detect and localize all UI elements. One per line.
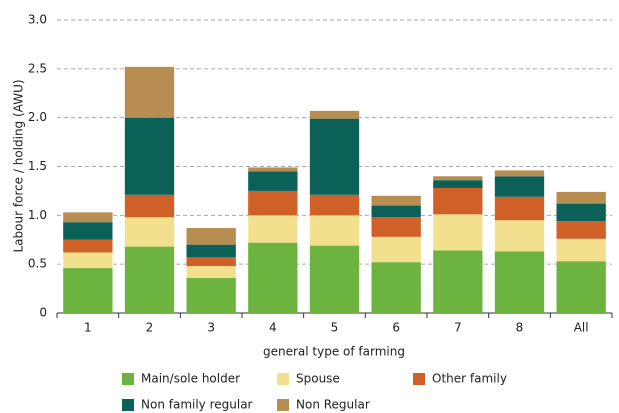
bar-segment [371, 217, 421, 237]
bar-segment [309, 194, 360, 216]
bar-segment [494, 251, 545, 313]
bar-segment [433, 187, 483, 215]
x-axis-label: general type of farming [263, 345, 405, 359]
bar-segment [433, 180, 483, 188]
bar-segment [556, 238, 606, 262]
legend-label: Non family regular [141, 398, 253, 412]
bar-segment [556, 191, 606, 204]
x-tick-label: 3 [207, 321, 215, 335]
y-tick-label: 1.5 [28, 159, 47, 173]
bar-segment [309, 245, 360, 313]
bar-segment [248, 167, 298, 172]
legend-swatch [122, 373, 134, 385]
x-tick-label: 6 [392, 321, 400, 335]
bar-segment [371, 195, 421, 206]
legend-label: Main/sole holder [141, 372, 240, 386]
bar-segment [494, 176, 545, 197]
x-tick-label: 8 [516, 321, 524, 335]
y-tick-label: 3.0 [28, 13, 47, 27]
x-tick-label: 7 [454, 321, 462, 335]
bar-segment [248, 215, 298, 243]
y-tick-label: 0 [39, 306, 47, 320]
bar-segment [124, 194, 175, 218]
bar-segment [124, 246, 175, 313]
bar-segment [63, 239, 113, 253]
bar-segment [63, 268, 113, 313]
bar-segment [556, 261, 606, 313]
bar-segment [248, 190, 298, 216]
legend-swatch [277, 373, 289, 385]
bar-segment [556, 221, 606, 239]
bar-segment [494, 196, 545, 221]
bar-segment [556, 203, 606, 222]
bar-segment [124, 66, 175, 118]
legend-swatch [122, 399, 134, 411]
x-tick-label: 4 [269, 321, 277, 335]
bar-segment [309, 118, 360, 195]
legend-label: Other family [432, 372, 507, 386]
x-tick-label: 5 [331, 321, 339, 335]
y-tick-label: 0.5 [28, 257, 47, 271]
bar-segment [63, 252, 113, 269]
legend-swatch [277, 399, 289, 411]
x-tick-label: All [574, 321, 589, 335]
bar-segment [371, 205, 421, 218]
bar-segment [248, 171, 298, 191]
bar-segment [494, 220, 545, 252]
bar-segment [63, 212, 113, 223]
y-axis-label: Labour force / holding (AWU) [12, 79, 26, 252]
bar-segment [63, 222, 113, 240]
bar-segment [186, 277, 236, 313]
legend-swatch [413, 373, 425, 385]
bar-segment [186, 228, 236, 245]
x-tick-label: 1 [84, 321, 92, 335]
bar-segment [494, 170, 545, 177]
bar-segment [186, 266, 236, 278]
y-tick-label: 2.0 [28, 110, 47, 124]
bar-segment [186, 257, 236, 267]
bar-segment [186, 244, 236, 258]
bar-segment [371, 236, 421, 263]
bar-segment [433, 214, 483, 251]
bar-segment [124, 117, 175, 195]
bar-segment [248, 242, 298, 313]
bar-segment [433, 176, 483, 181]
bar-segment [309, 110, 360, 119]
y-tick-label: 2.5 [28, 61, 47, 75]
y-tick-label: 1.0 [28, 208, 47, 222]
bar-segment [309, 215, 360, 246]
bar-segment [124, 217, 175, 247]
x-tick-label: 2 [146, 321, 154, 335]
bar-segment [371, 262, 421, 313]
legend-label: Spouse [296, 372, 340, 386]
bar-segment [433, 250, 483, 313]
legend-label: Non Regular [296, 398, 370, 412]
